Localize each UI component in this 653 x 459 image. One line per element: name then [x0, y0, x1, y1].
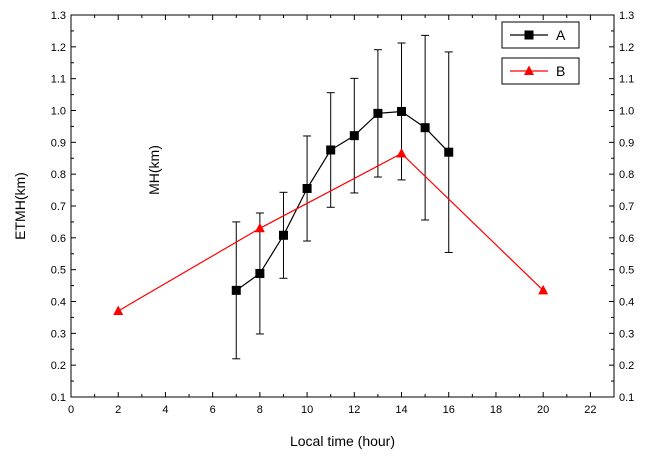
x-tick-label: 16 [443, 404, 455, 416]
x-axis-title: Local time (hour) [290, 433, 395, 449]
inner-axis-label: MH(km) [146, 145, 162, 195]
data-point-triangle [254, 222, 265, 233]
data-point-triangle [538, 284, 549, 295]
plot-frame [70, 14, 615, 398]
x-tick-label: 12 [348, 404, 360, 416]
y-tick-label-right: 0.1 [619, 392, 634, 404]
data-point-square [302, 183, 312, 193]
data-point-triangle [113, 305, 124, 316]
x-tick-label: 18 [490, 404, 502, 416]
y-tick-label-right: 0.4 [619, 297, 634, 309]
y-tick-label-right: 0.3 [619, 328, 634, 340]
y-tick-label-right: 0.5 [619, 265, 634, 277]
legend: AB [501, 21, 580, 85]
x-tick-label: 10 [301, 404, 313, 416]
x-tick-label: 22 [584, 404, 596, 416]
y-tick-label-right: 0.2 [619, 360, 634, 372]
series-line-B [117, 152, 544, 312]
data-point-square [349, 131, 359, 141]
x-tick-label: 20 [537, 404, 549, 416]
legend-label-B: B [556, 63, 565, 79]
x-tick-label: 14 [395, 404, 407, 416]
series-B [113, 147, 549, 316]
data-point-square [397, 106, 407, 116]
y-tick-label-right: 0.8 [619, 169, 634, 181]
y-tick-label-right: 1.2 [619, 42, 634, 54]
series-A [231, 34, 454, 360]
series-line-A [235, 110, 450, 291]
y-axis-title: ETMH(km) [12, 172, 28, 240]
y-tick-label: 1.1 [51, 74, 66, 86]
data-point-square [373, 108, 383, 118]
legend-label-A: A [556, 27, 566, 43]
y-tick-label: 0.6 [51, 233, 66, 245]
y-tick-label: 0.9 [51, 137, 66, 149]
y-tick-label-right: 0.6 [619, 233, 634, 245]
legend-marker-B [524, 65, 534, 75]
y-tick-label: 0.3 [51, 328, 66, 340]
legend-marker-A [524, 30, 534, 40]
x-tick-label: 0 [68, 404, 74, 416]
y-tick-label: 0.1 [51, 392, 66, 404]
data-point-square [231, 285, 241, 295]
data-point-square [420, 123, 430, 133]
y-tick-label: 0.7 [51, 201, 66, 213]
y-tick-label-right: 0.9 [619, 137, 634, 149]
y-tick-label: 1.0 [51, 106, 66, 118]
data-point-square [278, 230, 288, 240]
tick-labels: 0 2 4 6 8 10 12 14 16 18 20 22 0.1 0.1 0.2 0.2 0.3 0.3 0.4… [51, 10, 635, 416]
x-tick-label: 8 [257, 404, 263, 416]
data-point-square [444, 147, 454, 157]
y-tick-label: 0.2 [51, 360, 66, 372]
x-tick-label: 2 [115, 404, 121, 416]
y-tick-label-right: 0.7 [619, 201, 634, 213]
data-point-triangle [396, 147, 407, 158]
y-tick-label: 0.5 [51, 265, 66, 277]
y-tick-label: 0.8 [51, 169, 66, 181]
y-tick-label: 1.2 [51, 42, 66, 54]
series-layer [113, 34, 549, 360]
y-tick-label-right: 1.1 [619, 74, 634, 86]
y-tick-label: 0.4 [51, 297, 66, 309]
x-tick-label: 6 [210, 404, 216, 416]
data-point-square [255, 268, 265, 278]
y-tick-label-right: 1.0 [619, 106, 634, 118]
data-point-square [326, 145, 336, 155]
x-tick-label: 4 [162, 404, 168, 416]
y-tick-label-right: 1.3 [619, 10, 634, 22]
y-tick-label: 1.3 [51, 10, 66, 22]
